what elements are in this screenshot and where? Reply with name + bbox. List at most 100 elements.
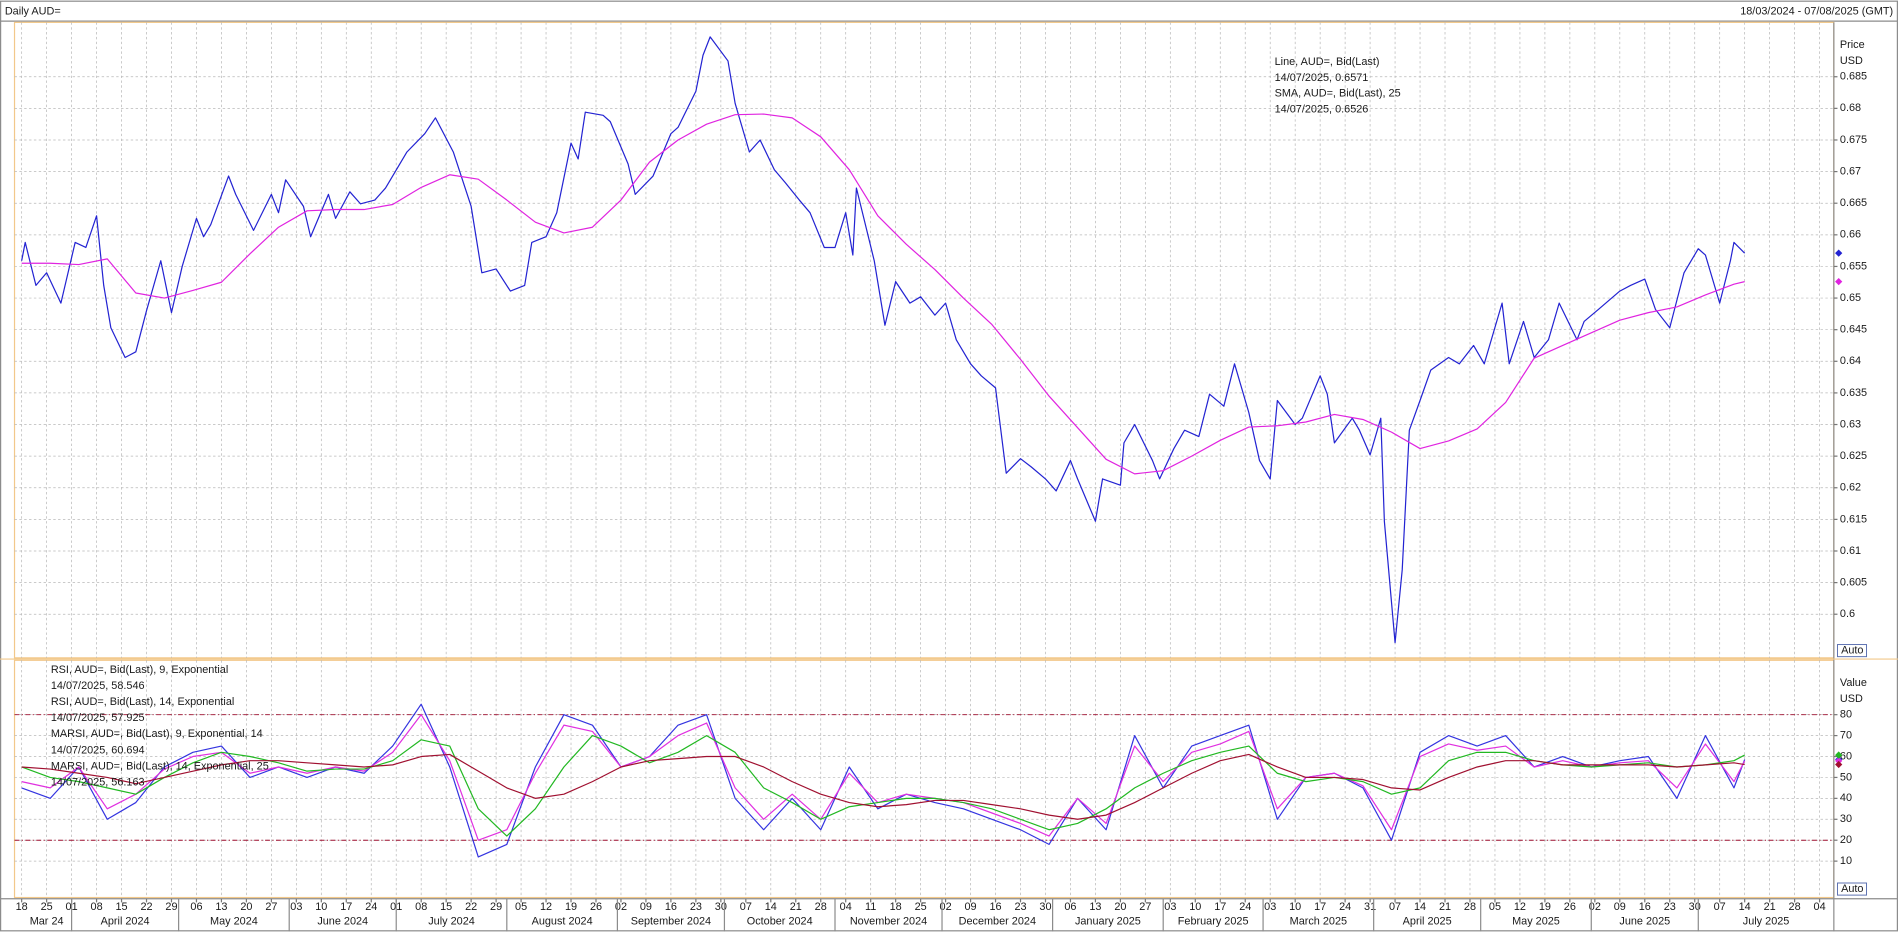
x-tick-label: 27 [265, 901, 277, 913]
x-tick-label: 27 [1139, 901, 1151, 913]
x-tick-label: 07 [740, 901, 752, 913]
legend-name: MARSI, AUD=, Bid(Last), 9, Exponential, … [51, 728, 263, 740]
y-tick-label: 70 [1840, 729, 1852, 741]
y-tick-label: 50 [1840, 771, 1852, 783]
auto-scale-label[interactable]: Auto [1841, 883, 1863, 895]
y-tick-label: 0.61 [1840, 545, 1861, 557]
legend-value: 14/07/2025, 56.163 [51, 777, 145, 789]
legend-value: 14/07/2025, 0.6526 [1275, 103, 1369, 115]
last-value-marker [1835, 277, 1843, 286]
legend-name: SMA, AUD=, Bid(Last), 25 [1275, 88, 1401, 100]
x-tick-label: 23 [1014, 901, 1026, 913]
month-label: July 2024 [428, 916, 475, 928]
plot-layer: 0.6 0.605 0.61 0.615 0.62 0.625 0.63 0.635 0.64 0… [14, 22, 1868, 932]
x-tick-label: 22 [465, 901, 477, 913]
x-tick-label: 30 [1689, 901, 1701, 913]
month-label: June 2024 [317, 916, 368, 928]
x-tick-label: 15 [115, 901, 127, 913]
month-label: February 2025 [1178, 916, 1249, 928]
x-tick-label: 19 [565, 901, 577, 913]
x-tick-label: 03 [1164, 901, 1176, 913]
x-tick-label: 17 [1214, 901, 1226, 913]
x-tick-label: 30 [1039, 901, 1051, 913]
y-tick-label: 80 [1840, 709, 1852, 721]
month-label: November 2024 [850, 916, 927, 928]
x-tick-label: 12 [540, 901, 552, 913]
x-tick-label: 28 [815, 901, 827, 913]
x-tick-label: 20 [240, 901, 252, 913]
legend-value: 14/07/2025, 58.546 [51, 680, 145, 692]
y-tick-label: 0.63 [1840, 418, 1861, 430]
series-line [21, 113, 1745, 475]
y-axis-unit: USD [1840, 55, 1863, 67]
month-label: January 2025 [1075, 916, 1141, 928]
month-label: March 2025 [1290, 916, 1347, 928]
auto-scale-button[interactable] [1836, 882, 1868, 896]
y-tick-label: 0.615 [1840, 513, 1867, 525]
series-line [21, 703, 1746, 858]
y-axis-label: Price [1840, 39, 1865, 51]
legend-value: 14/07/2025, 57.925 [51, 712, 145, 724]
y-tick-label: 0.62 [1840, 482, 1861, 494]
x-tick-label: 10 [1189, 901, 1201, 913]
x-tick-label: 29 [165, 901, 177, 913]
x-tick-label: 09 [965, 901, 977, 913]
series-line [21, 714, 1746, 841]
month-label: August 2024 [532, 916, 593, 928]
month-label: April 2024 [101, 916, 150, 928]
x-tick-label: 09 [1614, 901, 1626, 913]
x-tick-label: 08 [91, 901, 103, 913]
x-tick-label: 16 [989, 901, 1001, 913]
x-tick-label: 30 [715, 901, 727, 913]
x-tick-label: 14 [765, 901, 777, 913]
x-tick-label: 23 [690, 901, 702, 913]
legend-name: MARSI, AUD=, Bid(Last), 14, Exponential,… [51, 760, 269, 772]
x-tick-label: 25 [41, 901, 53, 913]
x-tick-label: 02 [940, 901, 952, 913]
legend-value: 14/07/2025, 60.694 [51, 744, 145, 756]
auto-scale-button[interactable] [1836, 644, 1868, 658]
x-tick-label: 26 [590, 901, 602, 913]
x-tick-label: 18 [890, 901, 902, 913]
month-label: July 2025 [1743, 916, 1790, 928]
x-tick-label: 24 [1339, 901, 1351, 913]
y-tick-label: 0.675 [1840, 134, 1867, 146]
y-tick-label: 0.625 [1840, 450, 1867, 462]
y-tick-label: 20 [1840, 834, 1852, 846]
y-tick-label: 30 [1840, 813, 1852, 825]
y-tick-label: 10 [1840, 855, 1852, 867]
x-tick-label: 11 [865, 901, 876, 913]
y-tick-label: 0.685 [1840, 71, 1867, 83]
series-line [21, 36, 1746, 644]
auto-scale-label[interactable]: Auto [1841, 644, 1863, 656]
x-tick-label: 18 [16, 901, 28, 913]
x-tick-label: 21 [1764, 901, 1776, 913]
month-label: September 2024 [631, 916, 711, 928]
y-tick-label: 0.635 [1840, 387, 1867, 399]
x-tick-label: 26 [1564, 901, 1576, 913]
x-tick-label: 28 [1464, 901, 1476, 913]
month-label: April 2025 [1403, 916, 1452, 928]
x-tick-label: 23 [1664, 901, 1676, 913]
x-tick-label: 21 [1439, 901, 1451, 913]
y-axis-unit: USD [1840, 693, 1863, 705]
month-label: June 2025 [1619, 916, 1670, 928]
x-tick-label: 20 [1114, 901, 1126, 913]
x-tick-label: 17 [1314, 901, 1326, 913]
y-tick-label: 0.67 [1840, 165, 1861, 177]
legend-name: RSI, AUD=, Bid(Last), 9, Exponential [51, 664, 228, 676]
y-tick-label: 0.68 [1840, 102, 1861, 114]
date-range: 18/03/2024 - 07/08/2025 (GMT) [1740, 5, 1893, 17]
legend-name: RSI, AUD=, Bid(Last), 14, Exponential [51, 696, 234, 708]
x-tick-label: 04 [840, 901, 852, 913]
x-tick-label: 15 [440, 901, 452, 913]
y-tick-label: 0.605 [1840, 576, 1867, 588]
x-tick-label: 03 [290, 901, 302, 913]
x-tick-label: 05 [1489, 901, 1501, 913]
x-tick-label: 02 [615, 901, 627, 913]
y-tick-label: 60 [1840, 750, 1852, 762]
month-label: October 2024 [747, 916, 813, 928]
y-tick-label: 0.64 [1840, 355, 1861, 367]
